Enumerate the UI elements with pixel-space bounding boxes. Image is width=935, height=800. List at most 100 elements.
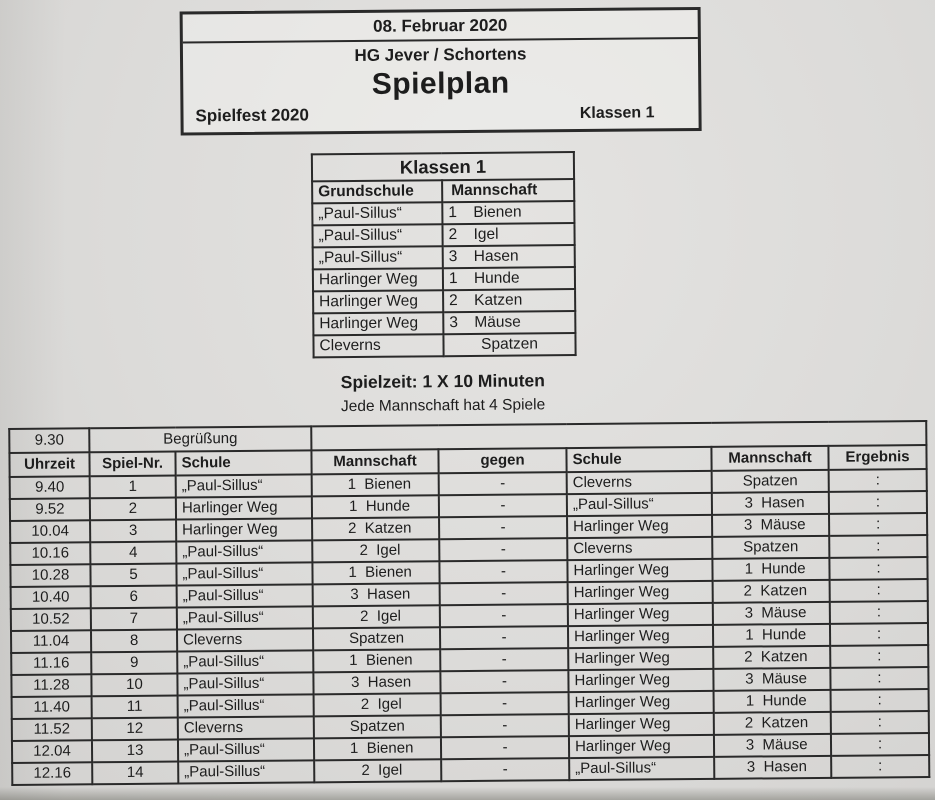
- away-school-cell: Cleverns: [567, 536, 713, 561]
- result-cell: :: [828, 490, 928, 514]
- away-team-cell: 3 Mäuse: [713, 667, 831, 691]
- result-cell: :: [830, 644, 929, 668]
- home-team-number: 2: [360, 607, 369, 625]
- away-team-number: 1: [744, 560, 754, 578]
- game-time-cell: 12.04: [11, 740, 93, 763]
- header-event: Spielfest 2020: [195, 104, 309, 125]
- result-cell: :: [829, 622, 929, 646]
- page-title: Spielplan: [371, 66, 510, 101]
- result-cell: :: [829, 556, 928, 580]
- result-cell: :: [829, 534, 928, 558]
- team-name: Bienen: [473, 203, 522, 221]
- away-school-cell: Harlinger Weg: [567, 602, 713, 627]
- result-cell: :: [830, 710, 929, 734]
- away-team-number: 1: [745, 626, 754, 644]
- games-per-team-note: Jede Mannschaft hat 4 Spiele: [340, 396, 546, 416]
- schedule-body: 9.30 Begrüßung Uhrzeit Spiel-Nr. Schule …: [9, 420, 930, 785]
- away-school-cell: Harlinger Weg: [567, 514, 713, 539]
- game-time-cell: 11.52: [11, 718, 92, 741]
- away-school-cell: „Paul-Sillus“: [569, 756, 715, 781]
- team-row: Cleverns Spatzen: [313, 333, 576, 358]
- home-school-cell: „Paul-Sillus“: [178, 760, 315, 784]
- team-name-cell: 3 Mäuse: [443, 311, 576, 335]
- away-team-name: Katzen: [760, 648, 808, 666]
- team-row: „Paul-Sillus“ 1 Bienen: [312, 201, 575, 226]
- away-team-number: 3: [745, 670, 754, 688]
- game-time-cell: 10.04: [10, 520, 91, 543]
- team-row: Harlinger Weg 3 Mäuse: [313, 311, 576, 336]
- result-cell: :: [829, 600, 929, 624]
- away-team-cell: 1 Hunde: [713, 689, 831, 713]
- team-name: Spatzen: [481, 335, 539, 353]
- result-cell: :: [829, 512, 928, 536]
- home-school-cell: Cleverns: [177, 716, 314, 740]
- game-time-cell: 9.52: [9, 498, 91, 521]
- home-school-cell: „Paul-Sillus“: [176, 606, 313, 630]
- team-name: Hasen: [473, 247, 519, 265]
- home-team-cell: 2 Igel: [312, 539, 440, 563]
- game-number-cell: 9: [91, 651, 178, 675]
- away-team-cell: 3 Mäuse: [712, 513, 830, 537]
- team-school-cell: Cleverns: [313, 334, 444, 358]
- header-class-label: Klassen 1: [579, 103, 655, 122]
- team-name: Igel: [473, 225, 499, 243]
- away-team-number: 3: [744, 604, 754, 622]
- home-team-number: 1: [349, 739, 359, 758]
- away-team-name: Katzen: [760, 582, 808, 600]
- home-school-cell: „Paul-Sillus“: [176, 562, 313, 586]
- game-number-cell: 11: [91, 695, 178, 719]
- away-team-number: 3: [743, 516, 753, 534]
- team-name-cell: 1 Bienen: [442, 201, 575, 225]
- home-team-number: 1: [347, 475, 357, 494]
- welcome-label: Begrüßung: [89, 426, 312, 453]
- teams-table: Klassen 1 Grundschule Mannschaft „Paul-S…: [311, 151, 577, 358]
- versus-cell: -: [441, 758, 570, 782]
- team-school-cell: „Paul-Sillus“: [312, 224, 443, 248]
- team-name-cell: 3 Hasen: [442, 245, 575, 269]
- game-time-cell: 10.16: [10, 542, 91, 565]
- home-team-name: Hunde: [365, 497, 411, 515]
- team-name: Katzen: [474, 291, 523, 309]
- home-school-cell: „Paul-Sillus“: [177, 672, 314, 696]
- game-time-cell: 9.40: [9, 476, 90, 499]
- away-team-cell: 3 Mäuse: [713, 733, 832, 757]
- game-number-cell: 10: [91, 673, 178, 697]
- versus-cell: -: [439, 538, 568, 562]
- team-school-cell: Harlinger Weg: [312, 268, 444, 292]
- game-number-cell: 12: [91, 717, 178, 741]
- away-team-name: Hasen: [763, 758, 807, 776]
- home-team-name: Bienen: [364, 475, 412, 493]
- game-number-cell: 14: [92, 761, 179, 785]
- home-team-cell: 3 Hasen: [313, 671, 441, 695]
- away-team-name: Mäuse: [762, 736, 808, 754]
- home-team-name: Hasen: [367, 673, 412, 691]
- home-team-number: 2: [359, 541, 368, 559]
- home-team-name: Igel: [376, 541, 401, 559]
- team-name-cell: 2 Igel: [442, 223, 575, 247]
- game-time-cell: 12.16: [12, 762, 93, 785]
- game-number-cell: 4: [90, 541, 177, 565]
- away-team-cell: Spatzen: [712, 535, 830, 559]
- game-number-cell: 7: [90, 607, 177, 631]
- team-name-cell: 1 Hunde: [442, 267, 576, 291]
- away-team-cell: Spatzen: [711, 469, 829, 493]
- versus-cell: -: [440, 692, 569, 716]
- home-team-cell: Spatzen: [312, 627, 441, 651]
- team-name: Hunde: [473, 269, 520, 287]
- game-time-cell: 11.28: [11, 674, 92, 697]
- away-school-cell: Harlinger Weg: [568, 668, 714, 693]
- result-cell: :: [829, 578, 928, 602]
- away-team-cell: 2 Katzen: [712, 579, 830, 603]
- col-time: Uhrzeit: [9, 452, 90, 477]
- away-school-cell: Cleverns: [566, 470, 712, 495]
- home-team-name: Bienen: [365, 563, 412, 581]
- away-team-name: Mäuse: [760, 516, 806, 534]
- home-team-cell: 1 Hunde: [311, 495, 440, 519]
- home-team-cell: 2 Igel: [314, 759, 442, 783]
- versus-cell: -: [439, 516, 568, 540]
- game-number-cell: 3: [90, 519, 177, 543]
- game-number-cell: 1: [89, 475, 176, 499]
- home-team-cell: 1 Bienen: [313, 649, 441, 673]
